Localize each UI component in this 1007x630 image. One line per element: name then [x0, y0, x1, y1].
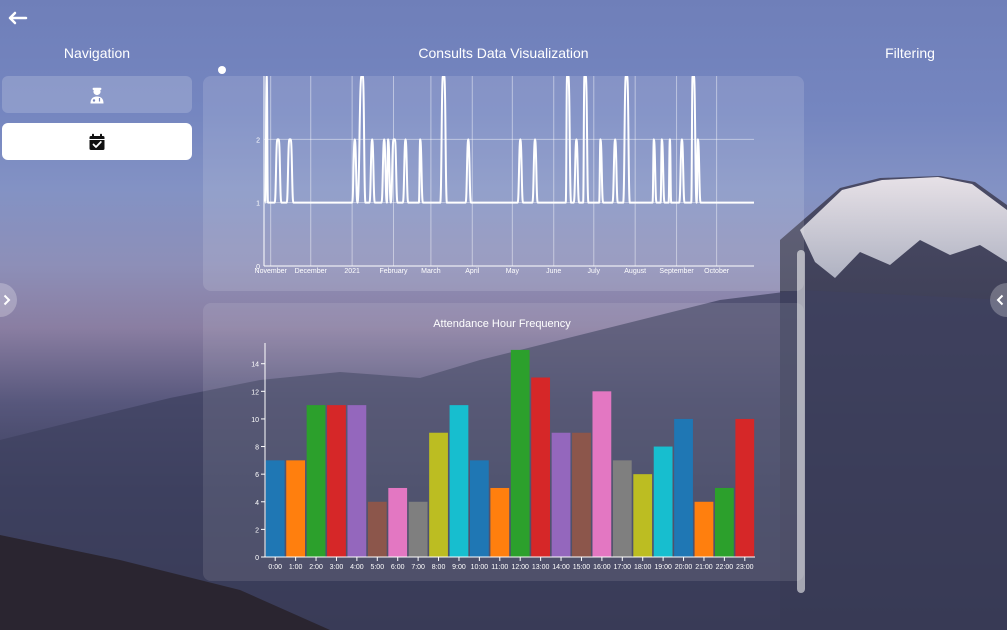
x-tick-label: 13:00	[532, 564, 550, 571]
nav-item-appointments[interactable]	[2, 123, 192, 160]
bar-21-00	[694, 501, 714, 557]
bar-chart-title: Attendance Hour Frequency	[433, 318, 571, 330]
bar-13-00	[531, 377, 551, 557]
back-button[interactable]	[8, 8, 30, 28]
x-tick-label: 3:00	[330, 564, 344, 571]
x-tick-label: 2:00	[309, 564, 323, 571]
bar-19-00	[653, 446, 673, 557]
arrow-left-icon	[8, 11, 28, 25]
x-tick-label: April	[465, 268, 479, 275]
x-tick-label: June	[546, 268, 561, 275]
bar-17-00	[612, 460, 632, 557]
bar-16-00	[592, 391, 612, 557]
bar-12-00	[510, 349, 530, 557]
x-tick-label: 6:00	[391, 564, 405, 571]
bar-20-00	[674, 418, 693, 557]
nav-item-doctors[interactable]	[2, 76, 192, 113]
y-tick-label: 10	[251, 417, 259, 424]
bar-5-00	[367, 501, 387, 557]
y-tick-label: 0	[255, 555, 259, 562]
x-tick-label: 19:00	[654, 564, 672, 571]
y-tick-label: 12	[251, 389, 259, 396]
doctor-icon	[90, 87, 104, 103]
x-tick-label: December	[295, 268, 328, 275]
bar-11-00	[490, 487, 510, 557]
x-tick-label: September	[659, 268, 694, 275]
attendance-hour-bar-chart: Attendance Hour Frequency 0 2 4 6 8 10 12 14 0:0…	[251, 318, 755, 571]
x-tick-label: 8:00	[432, 564, 446, 571]
y-tick-label: 8	[255, 445, 259, 452]
x-tick-label: 15:00	[573, 564, 591, 571]
bar-23-00	[735, 418, 755, 557]
x-tick-label: 18:00	[634, 564, 652, 571]
x-tick-label: 1:00	[289, 564, 303, 571]
bar-4-00	[347, 405, 367, 557]
x-tick-label: November	[255, 268, 288, 275]
x-tick-label: October	[704, 268, 730, 275]
x-tick-label: March	[421, 268, 441, 275]
bar-9-00	[449, 405, 469, 557]
navigation-heading: Navigation	[63, 45, 131, 61]
x-tick-label: 11:00	[491, 564, 508, 571]
bar-3-00	[327, 405, 346, 557]
attendance-bar-chart-panel: Attendance Hour Frequency 0 2 4 6 8 10 12 14 0:0…	[203, 303, 804, 581]
bar-22-00	[714, 487, 734, 557]
x-tick-label: July	[588, 268, 601, 275]
x-tick-label: 21:00	[695, 564, 713, 571]
y-tick-label: 14	[251, 362, 259, 369]
x-tick-label: 2021	[344, 268, 360, 275]
bar-8-00	[429, 432, 448, 557]
filtering-heading: Filtering	[885, 45, 935, 61]
x-tick-label: 22:00	[716, 564, 734, 571]
bar-1-00	[286, 460, 306, 557]
y-tick-label: 4	[255, 500, 259, 507]
y-tick-label: 2	[256, 137, 260, 144]
indicator-dot	[218, 66, 226, 74]
bar-2-00	[306, 405, 326, 557]
chevron-left-icon	[996, 294, 1004, 306]
consults-line-chart: 0 1 2 November December 2021 February March Apri…	[255, 74, 754, 275]
bar-10-00	[469, 460, 489, 557]
y-tick-label: 2	[255, 527, 259, 534]
page-title: Consults Data Visualization	[418, 45, 589, 61]
x-tick-label: 20:00	[675, 564, 693, 571]
bar-18-00	[633, 474, 653, 557]
consults-line-chart-panel: 0 1 2 November December 2021 February March Apri…	[203, 74, 804, 291]
x-tick-label: May	[506, 268, 520, 275]
consults-series-line	[264, 74, 754, 204]
bar-6-00	[388, 487, 408, 557]
x-tick-label: 0:00	[268, 564, 282, 571]
y-tick-label: 6	[255, 472, 259, 479]
x-tick-label: 4:00	[350, 564, 364, 571]
y-tick-label: 1	[256, 201, 260, 208]
x-tick-label: 7:00	[411, 564, 425, 571]
vertical-scrollbar[interactable]	[797, 250, 805, 593]
x-tick-label: August	[624, 268, 646, 275]
x-tick-label: 23:00	[736, 564, 754, 571]
y-tick-label: 0	[256, 264, 260, 271]
x-tick-label: 10:00	[471, 564, 489, 571]
bar-14-00	[551, 432, 571, 557]
x-tick-label: 17:00	[614, 564, 632, 571]
bar-7-00	[408, 501, 428, 557]
x-tick-label: 14:00	[552, 564, 570, 571]
expand-right-panel-button[interactable]	[990, 283, 1007, 317]
x-tick-label: 5:00	[370, 564, 384, 571]
x-tick-label: 12:00	[511, 564, 529, 571]
chevron-right-icon	[3, 294, 11, 306]
x-tick-label: 16:00	[593, 564, 611, 571]
x-tick-label: February	[380, 268, 409, 275]
calendar-check-icon	[89, 133, 105, 150]
x-tick-label: 9:00	[452, 564, 466, 571]
bar-0-00	[265, 460, 285, 557]
expand-left-panel-button[interactable]	[0, 283, 17, 317]
bar-15-00	[572, 432, 591, 557]
